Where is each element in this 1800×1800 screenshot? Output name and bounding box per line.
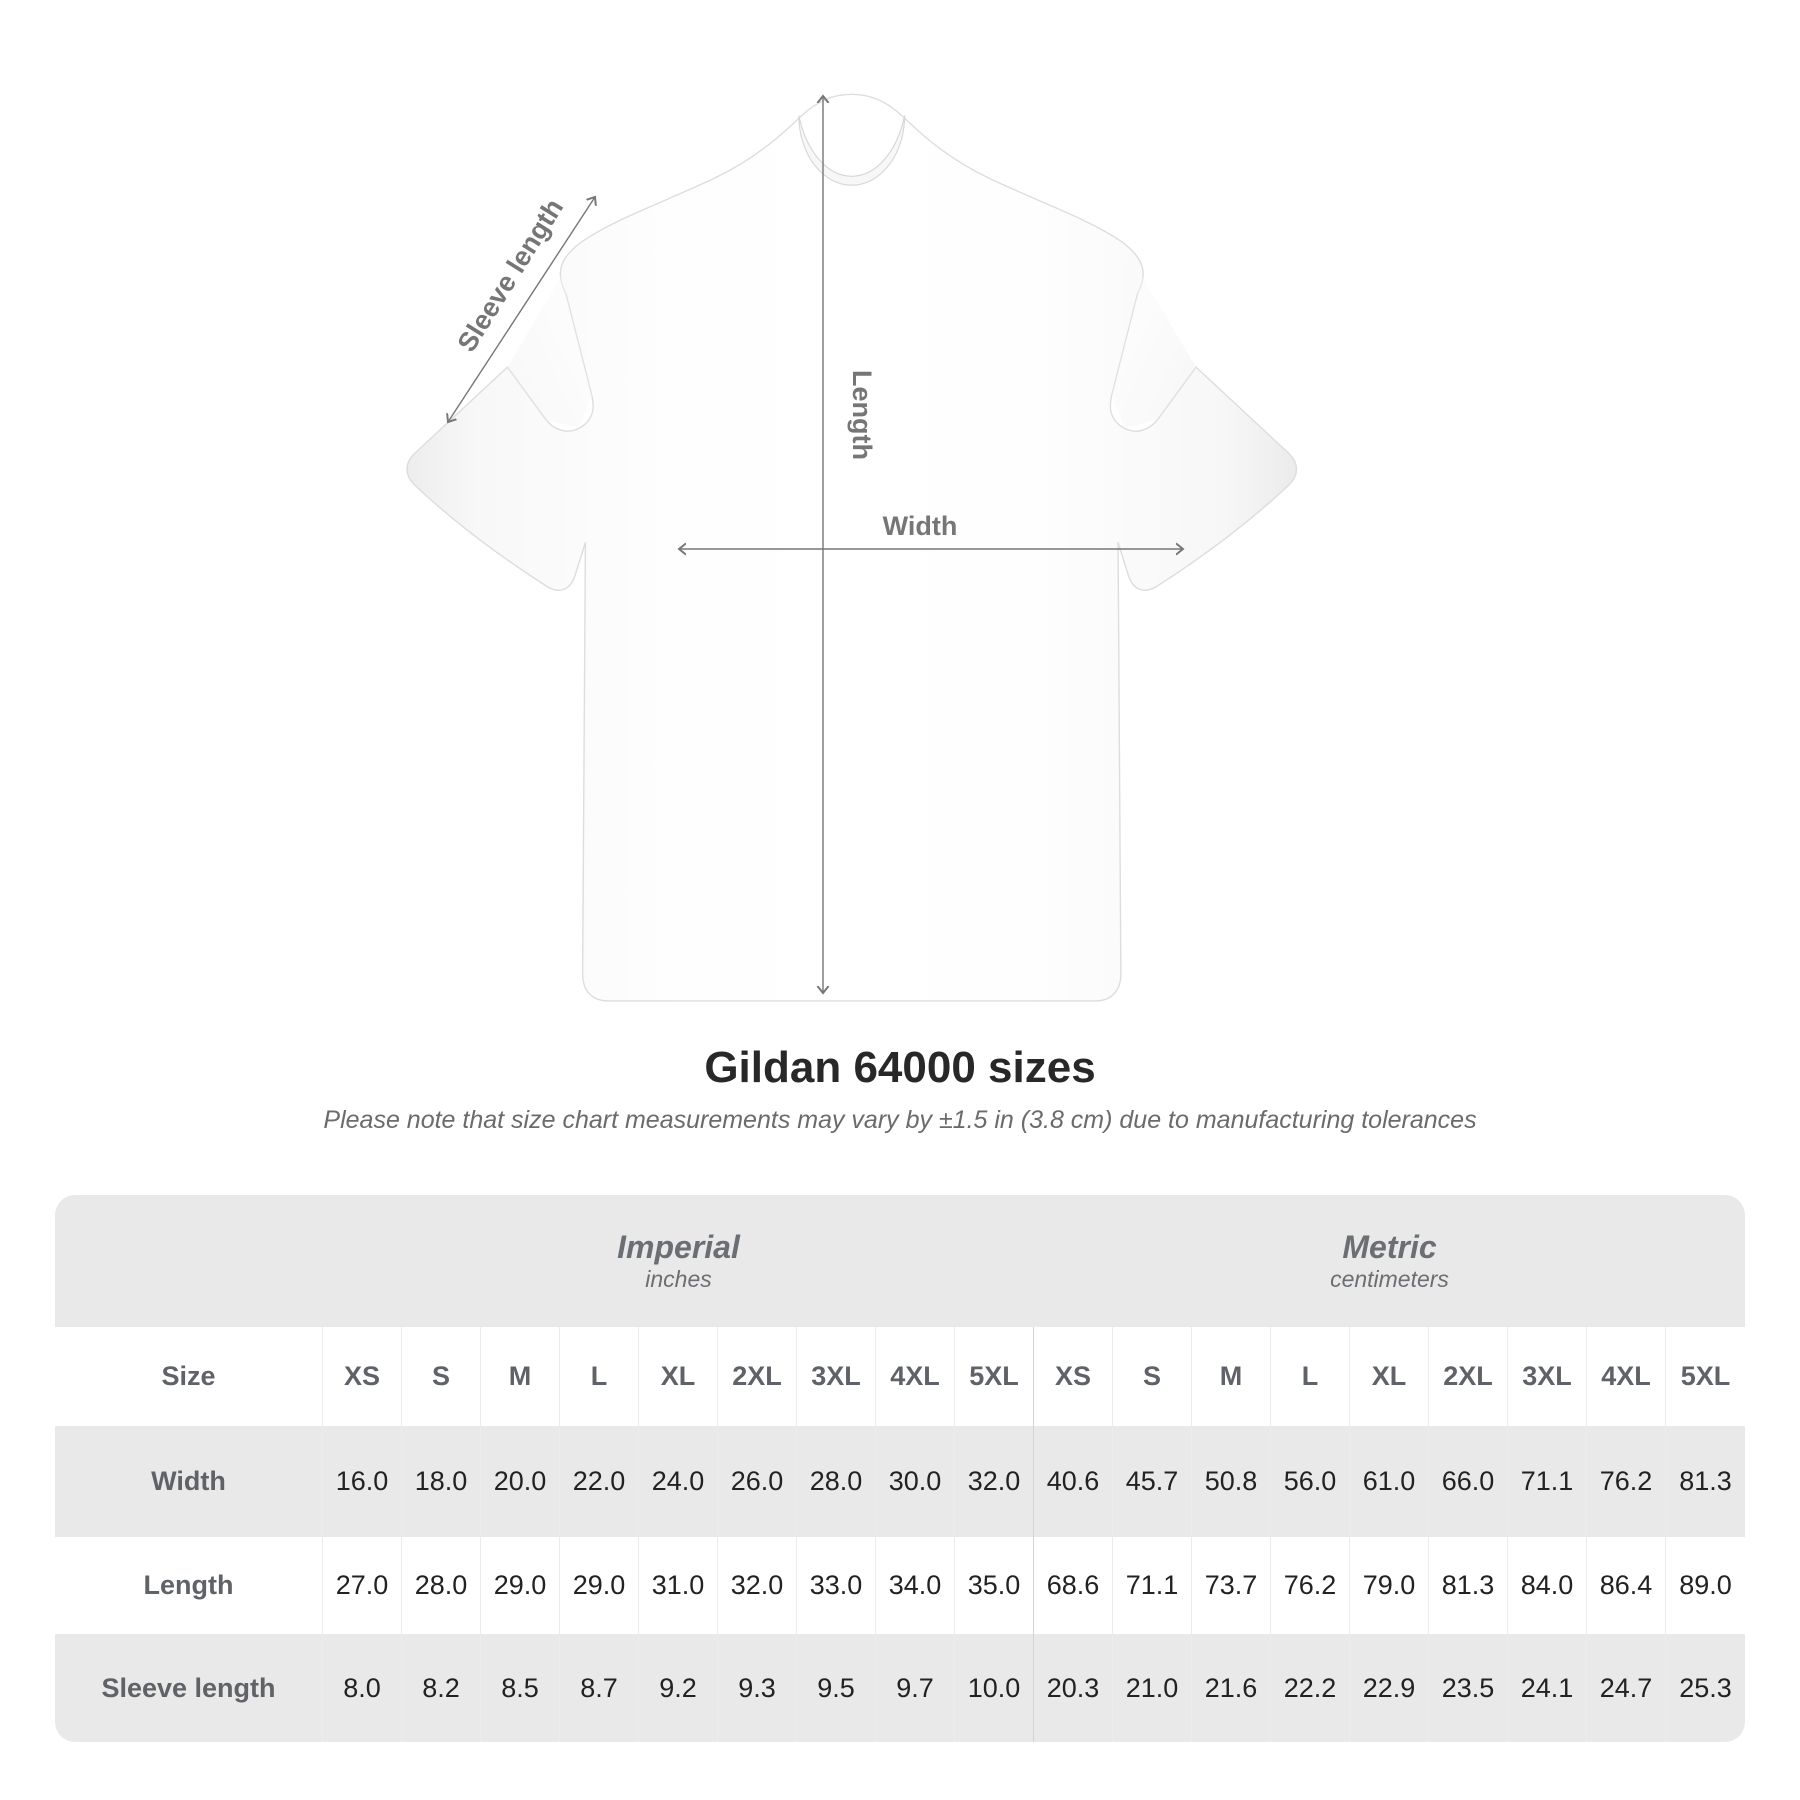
svg-text:Width: Width	[883, 511, 958, 541]
svg-text:Length: Length	[847, 370, 877, 460]
svg-text:Sleeve length: Sleeve length	[452, 193, 570, 357]
